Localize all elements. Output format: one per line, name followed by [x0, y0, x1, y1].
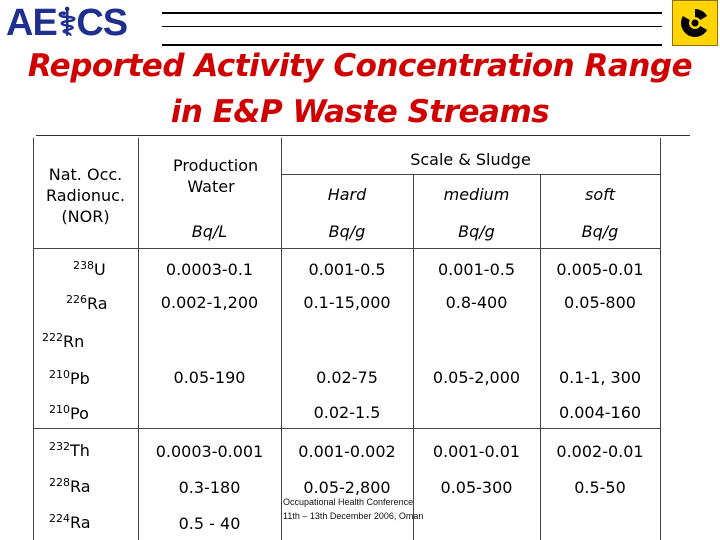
- header-soft: soft: [584, 185, 616, 204]
- header-medium-unit: Bq/g: [458, 222, 495, 241]
- header-scale-sludge: Scale & Sludge: [410, 150, 531, 169]
- title-line-2: in E&P Waste Streams: [170, 94, 550, 130]
- header-rule: [162, 12, 662, 46]
- footnote-line-1: Occupational Health Conference: [283, 497, 414, 507]
- table-cell: 0.3-180: [178, 478, 241, 497]
- table-cell: 0.1-1, 300: [558, 368, 642, 387]
- table-cell: 0.02-75: [316, 368, 378, 387]
- header-production-water: Production Water: [173, 156, 259, 196]
- table-cell: 0.002-0.01: [556, 442, 644, 461]
- table-border-left: [33, 138, 34, 540]
- table-cell: 0.8-400: [445, 293, 508, 312]
- column-divider: [281, 138, 282, 540]
- title-line-1: Reported Activity Concentration Range: [27, 48, 693, 84]
- aeocs-logo: AE⚕CS: [6, 2, 158, 44]
- nuclide-label: 226Ra: [66, 293, 108, 313]
- header-hard-unit: Bq/g: [328, 222, 366, 241]
- column-divider: [413, 174, 414, 540]
- nuclide-label: 210Po: [49, 403, 89, 423]
- logo-text: AE⚕CS: [6, 2, 128, 44]
- table-cell: 0.05-2,000: [432, 368, 521, 387]
- group-header-rule: [281, 174, 660, 175]
- table-border-right: [660, 138, 661, 540]
- column-divider: [138, 138, 139, 540]
- title-rule: [36, 135, 690, 136]
- header-hard: Hard: [327, 185, 367, 204]
- nuclide-label: 224Ra: [49, 512, 91, 532]
- nuclide-label: 238U: [73, 259, 106, 279]
- table-cell: 0.004-160: [558, 403, 642, 422]
- nuclide-label: 228Ra: [49, 476, 91, 496]
- conference-footnote: Occupational Health Conference 11th – 13…: [283, 495, 423, 523]
- table-cell: 0.05-800: [564, 293, 636, 312]
- column-divider: [540, 174, 541, 540]
- nuclide-label: 210Pb: [49, 368, 90, 388]
- header-medium: medium: [443, 185, 510, 204]
- table-cell: 0.1-15,000: [303, 293, 391, 312]
- radiation-icon: [672, 0, 718, 46]
- table-cell: 0.001-0.01: [432, 442, 521, 461]
- header-soft-unit: Bq/g: [581, 222, 619, 241]
- table-cell: 0.002-1,200: [160, 293, 259, 312]
- table-cell: 0.0003-0.1: [165, 260, 254, 279]
- table-cell: 0.001-0.002: [298, 442, 396, 461]
- table-cell: 0.05-2,800: [303, 478, 391, 497]
- nuclide-label: 222Rn: [42, 331, 85, 351]
- table-cell: 0.05-190: [173, 368, 246, 387]
- table-cell: 0.0003-0.001: [155, 442, 264, 461]
- activity-concentration-table: Nat. Occ. Radionuc. (NOR) Production Wat…: [33, 138, 663, 540]
- table-cell: 0.001-0.5: [437, 260, 516, 279]
- table-cell: 0.001-0.5: [308, 260, 386, 279]
- footnote-line-2: 11th – 13th December 2006, Oman: [283, 511, 424, 521]
- table-cell: 0.02-1.5: [313, 403, 381, 422]
- table-cell: 0.5 - 40: [178, 514, 241, 533]
- row-divider: [33, 428, 660, 429]
- header-rule-middle: [162, 26, 662, 27]
- header-water-unit: Bq/L: [191, 222, 228, 241]
- table-cell: 0.5-50: [574, 478, 626, 497]
- table-cell: 0.005-0.01: [556, 260, 644, 279]
- nuclide-label: 232Th: [49, 440, 90, 460]
- header-bottom-rule: [33, 248, 660, 249]
- table-cell: 0.05-300: [440, 478, 513, 497]
- header-nor: Nat. Occ. Radionuc. (NOR): [45, 165, 126, 226]
